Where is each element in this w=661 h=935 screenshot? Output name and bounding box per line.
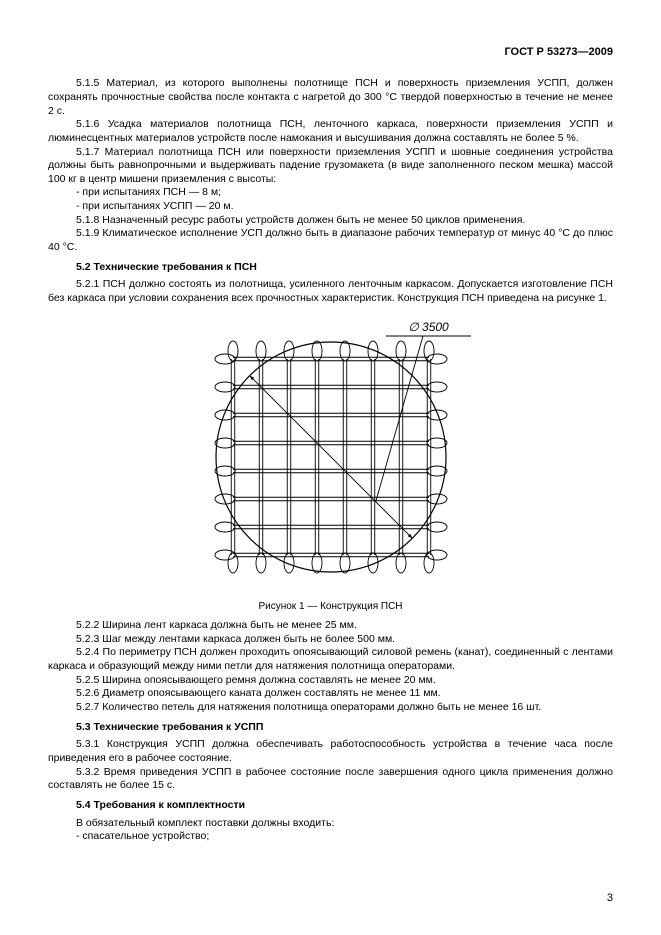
para-5-2-1: 5.2.1 ПСН должно состоять из полотнища, … [48, 278, 613, 305]
para-5-3-1: 5.3.1 Конструкция УСПП должна обеспечива… [48, 738, 613, 765]
list-item-5-1-7a: - при испытаниях ПСН — 8 м; [48, 186, 613, 200]
page-number: 3 [607, 891, 613, 905]
para-5-1-6: 5.1.6 Усадка материалов полотнища ПСН, л… [48, 118, 613, 145]
para-5-1-5: 5.1.5 Материал, из которого выполнены по… [48, 77, 613, 118]
para-5-1-9: 5.1.9 Климатическое исполнение УСП должн… [48, 227, 613, 254]
document-page: ГОСТ Р 53273—2009 5.1.5 Материал, из кот… [0, 0, 661, 935]
para-5-4-intro: В обязательный комплект поставки должны … [48, 817, 613, 831]
para-5-1-8: 5.1.8 Назначенный ресурс работы устройст… [48, 214, 613, 228]
para-5-2-6: 5.2.6 Диаметр опоясывающего каната долже… [48, 687, 613, 701]
list-item-5-1-7b: - при испытаниях УСПП — 20 м. [48, 200, 613, 214]
figure-1: ∅ 3500 [48, 312, 613, 597]
section-5-4: 5.4 Требования к комплектности [48, 799, 613, 813]
para-5-2-7: 5.2.7 Количество петель для натяжения по… [48, 701, 613, 715]
para-5-2-3: 5.2.3 Шаг между лентами каркаса должен б… [48, 633, 613, 647]
doc-header: ГОСТ Р 53273—2009 [48, 45, 613, 59]
para-5-1-7: 5.1.7 Материал полотнища ПСН или поверхн… [48, 146, 613, 187]
section-5-2: 5.2 Технические требования к ПСН [48, 261, 613, 275]
section-5-3: 5.3 Технические требования к УСПП [48, 721, 613, 735]
svg-text:∅ 3500: ∅ 3500 [408, 320, 449, 334]
para-5-2-5: 5.2.5 Ширина опоясывающего ремня должна … [48, 674, 613, 688]
figure-1-svg: ∅ 3500 [161, 312, 501, 592]
para-5-2-4: 5.2.4 По периметру ПСН должен проходить … [48, 646, 613, 673]
para-5-3-2: 5.3.2 Время приведения УСПП в рабочее со… [48, 766, 613, 793]
figure-1-caption: Рисунок 1 — Конструкция ПСН [48, 600, 613, 613]
para-5-2-2: 5.2.2 Ширина лент каркаса должна быть не… [48, 619, 613, 633]
list-item-5-4a: - спасательное устройство; [48, 830, 613, 844]
